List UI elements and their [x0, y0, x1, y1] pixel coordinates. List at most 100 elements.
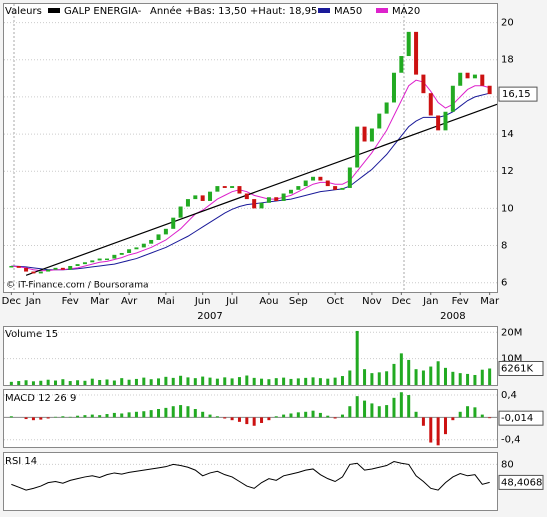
- bar: [260, 378, 264, 385]
- bar: [304, 411, 308, 418]
- x-tick-label: Jan: [25, 296, 41, 307]
- bar: [318, 378, 322, 385]
- year-label: 2008: [440, 311, 465, 322]
- bar: [127, 412, 131, 418]
- bar: [157, 378, 161, 385]
- candle: [112, 254, 117, 259]
- bar: [252, 377, 256, 385]
- bar: [171, 377, 175, 385]
- bar: [429, 417, 433, 443]
- x-tick-label: Avr: [121, 296, 138, 307]
- rsi-panel: [3, 452, 498, 511]
- candle: [266, 197, 271, 203]
- bar: [164, 407, 168, 418]
- candle: [487, 85, 492, 95]
- bar: [407, 395, 411, 418]
- candle: [325, 180, 330, 187]
- bar: [267, 379, 271, 385]
- y-tick-label: 18: [501, 55, 514, 66]
- bar: [451, 417, 455, 421]
- source: © IT-Finance.com / Boursorama: [6, 281, 148, 291]
- bar: [201, 376, 205, 385]
- bar: [61, 416, 65, 418]
- candle: [90, 260, 95, 263]
- bar: [179, 375, 183, 385]
- candle: [465, 72, 470, 79]
- bar: [392, 363, 396, 385]
- bar: [237, 377, 241, 385]
- year-label: 2007: [197, 311, 222, 322]
- bar: [296, 412, 300, 418]
- candle: [215, 186, 220, 192]
- bar: [90, 378, 94, 385]
- bar: [340, 376, 344, 385]
- bar: [466, 373, 470, 385]
- candle: [134, 247, 139, 250]
- price-panel: [3, 3, 498, 293]
- candle: [163, 228, 168, 235]
- bar: [54, 416, 58, 418]
- bar: [149, 379, 153, 385]
- value-box: [498, 474, 544, 490]
- x-tick-label: Oct: [326, 296, 343, 307]
- bar: [458, 373, 462, 385]
- candle: [296, 186, 301, 190]
- y-tick-label: 20M: [501, 327, 522, 338]
- bar: [466, 406, 470, 418]
- trend-line: [25, 103, 498, 276]
- bar: [407, 359, 411, 385]
- candle: [200, 195, 205, 201]
- x-tick-label: Mar: [90, 296, 110, 307]
- bar: [436, 417, 440, 446]
- panel-title: Volume 15: [5, 329, 58, 340]
- rsi-line: [11, 461, 490, 491]
- bar: [377, 406, 381, 418]
- panel-title: RSI 14: [5, 456, 37, 467]
- bar: [9, 416, 13, 418]
- bar: [76, 415, 80, 418]
- y-tick-label: 8: [501, 241, 507, 252]
- candle: [281, 193, 286, 201]
- bar: [98, 379, 102, 385]
- candle: [399, 56, 404, 73]
- bar: [340, 414, 344, 418]
- bar: [157, 409, 161, 418]
- candle: [340, 187, 345, 190]
- candle: [480, 74, 485, 86]
- legend-swatch: [48, 8, 60, 13]
- bar: [171, 406, 175, 418]
- bar: [399, 392, 403, 418]
- candle: [60, 267, 65, 270]
- bar: [149, 410, 153, 418]
- candle: [119, 252, 124, 255]
- bar: [134, 378, 138, 385]
- bar: [127, 379, 131, 385]
- bar: [311, 410, 315, 418]
- bar: [215, 378, 219, 385]
- legend-swatch: [318, 8, 330, 13]
- candle: [414, 31, 419, 75]
- bar: [120, 378, 124, 385]
- candle: [259, 202, 264, 209]
- bar: [326, 378, 330, 385]
- candle: [274, 197, 279, 201]
- y-tick-label: 80: [501, 459, 514, 470]
- x-tick-label: Jul: [225, 296, 238, 307]
- candle: [472, 74, 477, 79]
- bar: [399, 353, 403, 385]
- bar: [451, 371, 455, 385]
- x-tick-label: Fev: [62, 296, 79, 307]
- bar: [348, 370, 352, 385]
- bar: [193, 378, 197, 385]
- candle: [303, 180, 308, 187]
- candle: [244, 193, 249, 200]
- bar: [179, 405, 183, 418]
- candle: [333, 186, 338, 190]
- bar: [31, 381, 35, 385]
- bar: [267, 417, 271, 421]
- bar: [414, 369, 418, 385]
- candle: [450, 85, 455, 112]
- bar: [311, 377, 315, 385]
- bar: [245, 417, 249, 425]
- bar: [90, 414, 94, 418]
